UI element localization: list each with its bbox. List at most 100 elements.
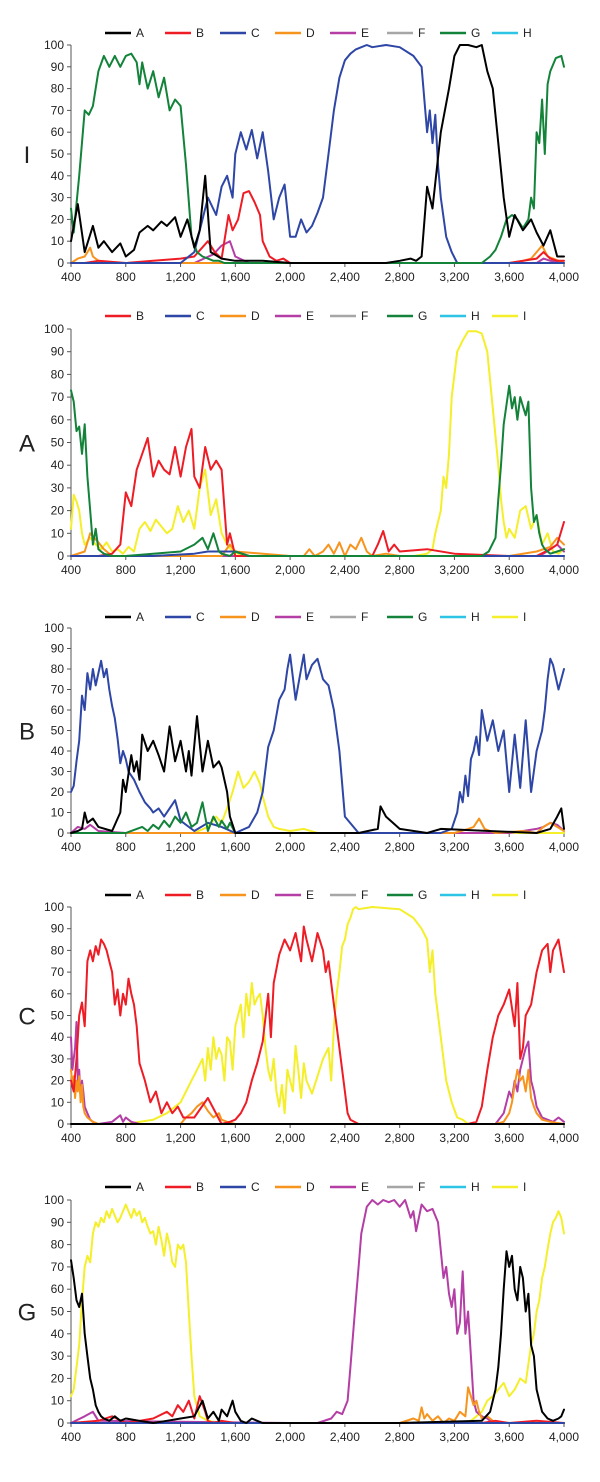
y-tick-label: 20 — [51, 785, 65, 799]
x-tick-label: 1,200 — [166, 1131, 196, 1145]
x-tick-label: 800 — [116, 1430, 136, 1444]
legend-label-E: E — [306, 610, 314, 624]
legend-label-F: F — [361, 888, 368, 902]
legend-label-H: H — [471, 888, 480, 902]
legend-label-I: I — [523, 1180, 526, 1194]
y-tick-label: 20 — [51, 1074, 65, 1088]
chart-panel-C: A B D E F G H I C 0 10 20 30 40 50 60 70 80 90 100 400 800 1,2… — [18, 888, 579, 1145]
y-tick-label: 50 — [51, 724, 65, 738]
legend-label-H: H — [523, 26, 532, 40]
y-tick-label: 100 — [44, 38, 64, 52]
y-tick-label: 20 — [51, 1371, 65, 1385]
series-line-B — [70, 925, 565, 1125]
legend-label-D: D — [306, 1180, 315, 1194]
legend-label-C: C — [196, 309, 205, 323]
y-tick-label: 70 — [51, 683, 65, 697]
y-tick-label: 100 — [44, 621, 64, 635]
y-tick-label: 40 — [51, 1327, 65, 1341]
x-tick-label: 400 — [61, 840, 81, 854]
x-tick-label: 2,400 — [330, 563, 360, 577]
series-line-C — [70, 44, 565, 264]
x-tick-label: 3,600 — [494, 1131, 524, 1145]
y-tick-label: 30 — [51, 765, 65, 779]
x-tick-label: 3,600 — [494, 563, 524, 577]
panel-label: A — [19, 431, 35, 458]
x-tick-label: 3,600 — [494, 270, 524, 284]
y-tick-label: 60 — [51, 1282, 65, 1296]
series-line-A — [70, 715, 565, 834]
legend-label-I: I — [523, 610, 526, 624]
y-tick-label: 60 — [51, 987, 65, 1001]
y-tick-label: 70 — [51, 390, 65, 404]
series-line-G — [70, 384, 565, 557]
legend-label-G: G — [418, 888, 427, 902]
y-tick-label: 10 — [51, 806, 65, 820]
panel-label: C — [18, 1004, 35, 1031]
y-tick-label: 80 — [51, 943, 65, 957]
x-tick-label: 400 — [61, 1131, 81, 1145]
chart-panel-B: A C D E F G H I B 0 10 20 30 40 50 60 70 80 90 100 400 800 1,2… — [19, 610, 579, 854]
x-tick-label: 1,200 — [166, 270, 196, 284]
x-tick-label: 2,800 — [385, 1430, 415, 1444]
legend-label-D: D — [251, 309, 260, 323]
y-tick-label: 30 — [51, 191, 65, 205]
legend-label-B: B — [196, 888, 204, 902]
x-tick-label: 4,000 — [549, 840, 579, 854]
x-tick-label: 3,200 — [439, 1131, 469, 1145]
y-tick-label: 60 — [51, 703, 65, 717]
legend-label-F: F — [361, 309, 368, 323]
x-tick-label: 2,800 — [385, 840, 415, 854]
x-tick-label: 4,000 — [549, 270, 579, 284]
legend-label-C: C — [251, 26, 260, 40]
y-tick-label: 80 — [51, 662, 65, 676]
x-tick-label: 3,200 — [439, 1430, 469, 1444]
y-tick-label: 50 — [51, 147, 65, 161]
legend-label-F: F — [418, 1180, 425, 1194]
series-line-I — [70, 1203, 565, 1424]
x-tick-label: 400 — [61, 270, 81, 284]
y-tick-label: 100 — [44, 1193, 64, 1207]
y-tick-label: 60 — [51, 413, 65, 427]
x-tick-label: 2,400 — [330, 1131, 360, 1145]
y-tick-label: 70 — [51, 1260, 65, 1274]
legend-label-E: E — [306, 888, 314, 902]
y-tick-label: 10 — [51, 234, 65, 248]
x-tick-label: 4,000 — [549, 563, 579, 577]
x-tick-label: 2,000 — [275, 1131, 305, 1145]
x-tick-label: 1,600 — [220, 563, 250, 577]
x-tick-label: 800 — [116, 563, 136, 577]
x-tick-label: 800 — [116, 270, 136, 284]
series-line-D — [70, 1386, 565, 1424]
y-tick-label: 40 — [51, 458, 65, 472]
legend-label-D: D — [306, 26, 315, 40]
x-tick-label: 3,200 — [439, 563, 469, 577]
y-tick-label: 0 — [57, 826, 64, 840]
series-line-G — [70, 801, 250, 834]
y-tick-label: 100 — [44, 900, 64, 914]
legend-label-F: F — [418, 26, 425, 40]
legend-label-G: G — [418, 309, 427, 323]
panel-label: G — [18, 1300, 37, 1327]
series-line-G — [70, 52, 565, 264]
panel-label: I — [24, 142, 31, 169]
legend-label-A: A — [136, 26, 144, 40]
y-tick-label: 30 — [51, 481, 65, 495]
x-tick-label: 800 — [116, 1131, 136, 1145]
y-tick-label: 90 — [51, 1215, 65, 1229]
x-tick-label: 1,600 — [220, 840, 250, 854]
legend-label-G: G — [418, 610, 427, 624]
legend-label-B: B — [196, 26, 204, 40]
x-tick-label: 1,600 — [220, 1131, 250, 1145]
legend-label-E: E — [306, 309, 314, 323]
series-line-D — [70, 532, 565, 557]
series-line-A — [70, 1250, 565, 1424]
x-tick-label: 4,000 — [549, 1430, 579, 1444]
x-tick-label: 2,800 — [385, 1131, 415, 1145]
legend-label-I: I — [523, 888, 526, 902]
series-line-D — [70, 1068, 565, 1125]
y-tick-label: 60 — [51, 125, 65, 139]
y-tick-label: 90 — [51, 922, 65, 936]
y-tick-label: 0 — [57, 1416, 64, 1430]
x-tick-label: 3,200 — [439, 840, 469, 854]
